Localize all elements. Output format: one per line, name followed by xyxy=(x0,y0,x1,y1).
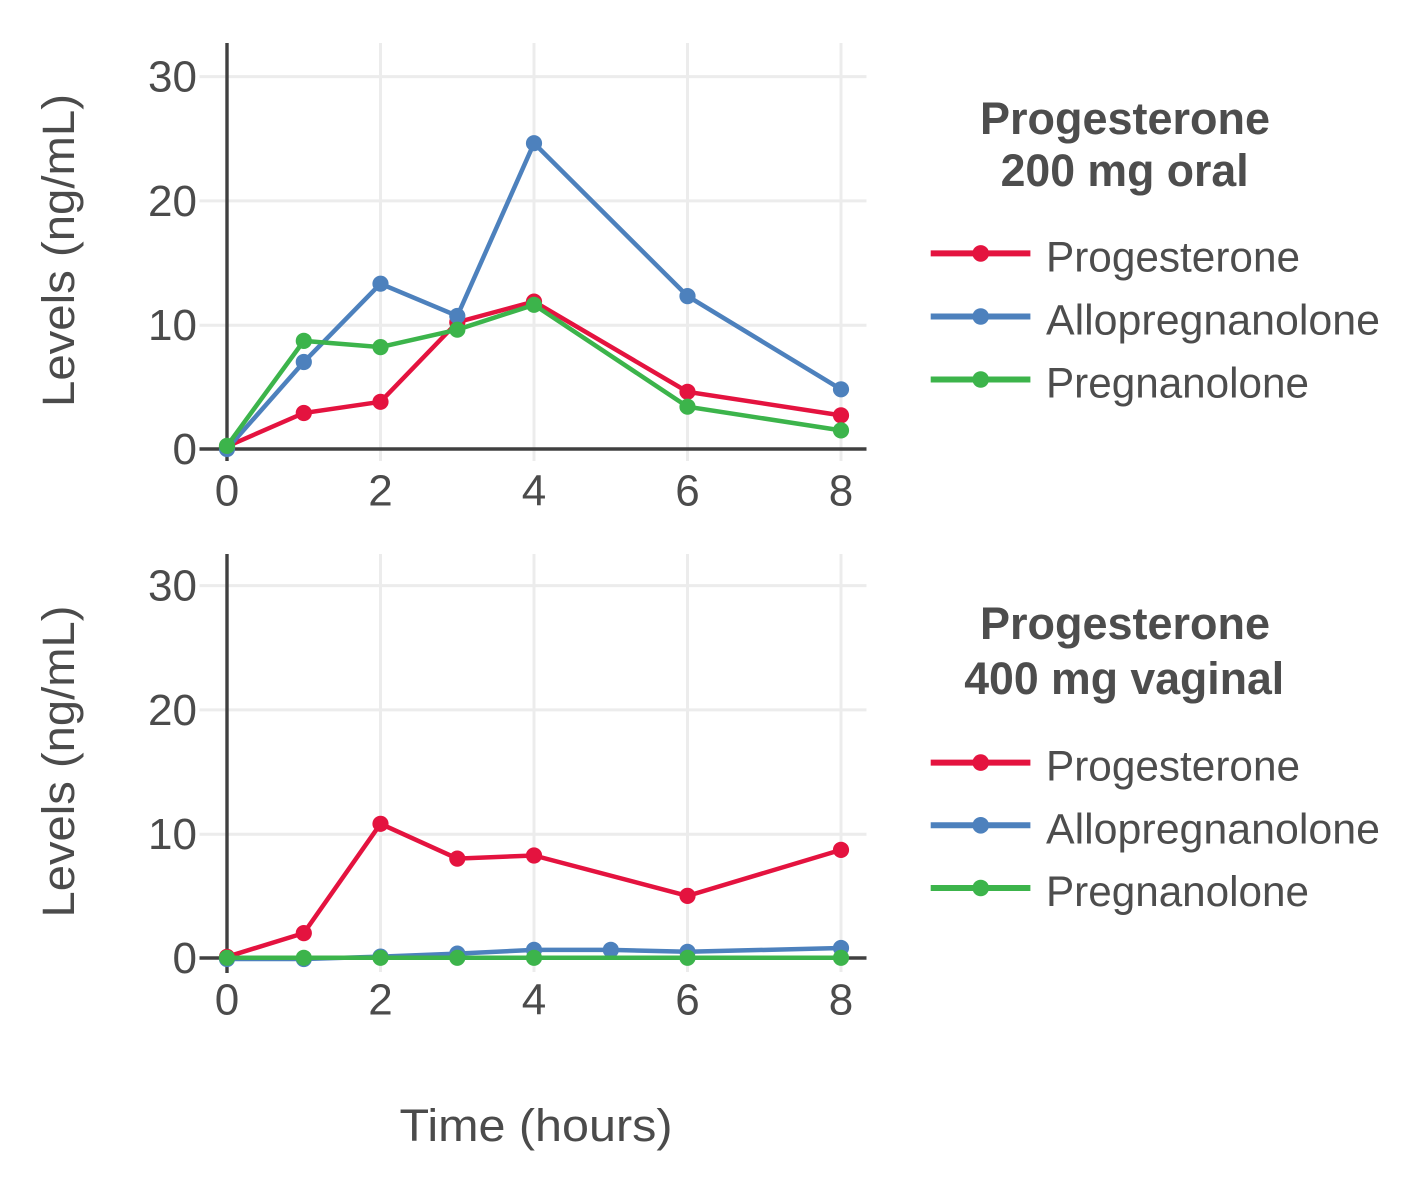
svg-text:30: 30 xyxy=(148,562,197,611)
svg-text:400 mg vaginal: 400 mg vaginal xyxy=(964,653,1284,704)
svg-text:8: 8 xyxy=(829,976,853,1025)
svg-text:20: 20 xyxy=(148,686,197,735)
svg-text:6: 6 xyxy=(675,467,699,516)
svg-text:Progesterone: Progesterone xyxy=(980,93,1270,144)
svg-text:Levels (ng/mL): Levels (ng/mL) xyxy=(33,606,84,918)
svg-text:6: 6 xyxy=(675,976,699,1025)
svg-text:Progesterone: Progesterone xyxy=(1046,233,1300,280)
svg-text:0: 0 xyxy=(173,934,197,983)
svg-text:0: 0 xyxy=(215,467,239,516)
svg-text:200 mg oral: 200 mg oral xyxy=(1001,145,1249,196)
svg-text:10: 10 xyxy=(148,301,197,350)
svg-text:4: 4 xyxy=(522,467,546,516)
svg-text:Allopregnanolone: Allopregnanolone xyxy=(1046,297,1380,344)
svg-text:Progesterone: Progesterone xyxy=(980,598,1270,649)
svg-text:0: 0 xyxy=(215,976,239,1025)
svg-text:2: 2 xyxy=(368,976,392,1025)
svg-text:2: 2 xyxy=(368,467,392,516)
svg-text:Pregnanolone: Pregnanolone xyxy=(1046,868,1309,915)
svg-text:4: 4 xyxy=(522,976,546,1025)
svg-text:8: 8 xyxy=(829,467,853,516)
svg-text:Time (hours): Time (hours) xyxy=(400,1100,673,1151)
svg-text:0: 0 xyxy=(173,425,197,474)
svg-text:Levels (ng/mL): Levels (ng/mL) xyxy=(33,94,84,407)
svg-text:20: 20 xyxy=(148,177,197,226)
svg-text:30: 30 xyxy=(148,53,197,102)
svg-text:Allopregnanolone: Allopregnanolone xyxy=(1046,805,1380,852)
svg-text:Pregnanolone: Pregnanolone xyxy=(1046,360,1309,407)
svg-text:10: 10 xyxy=(148,810,197,859)
svg-text:Progesterone: Progesterone xyxy=(1046,743,1300,790)
